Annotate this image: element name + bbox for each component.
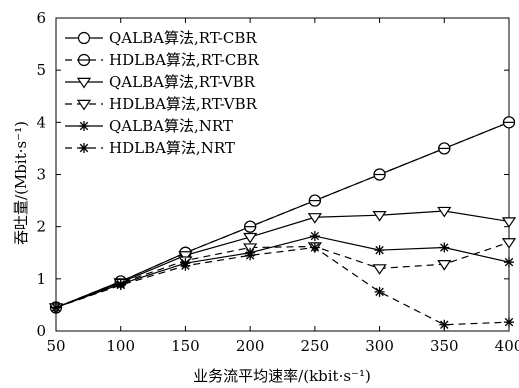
y-tick-label: 4 <box>36 113 46 131</box>
x-tick-label: 50 <box>46 337 65 355</box>
legend: QALBA算法,RT-CBR HDLBA算法,RT-CBR QALBA算法,RT-V… <box>65 29 259 157</box>
data-point <box>372 210 387 222</box>
data-point <box>245 250 256 261</box>
legend-label: QALBA算法,RT-VBR <box>109 73 256 91</box>
star-marker-stroke <box>375 287 384 297</box>
data-point <box>244 220 257 233</box>
data-point <box>309 242 320 253</box>
triangle-marker <box>437 260 452 271</box>
data-point <box>76 99 92 111</box>
data-point <box>77 53 91 67</box>
legend-entry: HDLBA算法,RT-VBR <box>65 95 258 113</box>
star-marker-stroke <box>504 317 514 327</box>
data-point <box>77 31 91 45</box>
y-axis-title: 吞吐量/(Mbit·s⁻¹) <box>12 121 30 245</box>
legend-entry: QALBA算法,NRT <box>65 117 233 135</box>
data-point <box>308 194 321 207</box>
triangle-marker <box>501 217 517 228</box>
triangle-marker <box>243 232 258 244</box>
data-point <box>501 238 517 249</box>
x-tick-label: 100 <box>106 337 135 355</box>
x-tick-label: 150 <box>171 337 200 355</box>
y-tick-label: 2 <box>36 218 46 236</box>
series <box>51 231 514 313</box>
x-tick-label: 200 <box>236 337 265 355</box>
star-marker-stroke <box>79 121 89 131</box>
legend-label: HDLBA算法,RT-VBR <box>109 95 258 113</box>
data-point <box>180 260 191 271</box>
data-point <box>79 143 89 153</box>
y-tick-label: 0 <box>36 322 46 340</box>
series-line <box>55 235 510 309</box>
legend-entry: HDLBA算法,NRT <box>65 139 235 157</box>
x-tick-label: 300 <box>365 337 394 355</box>
data-point <box>437 260 452 271</box>
triangle-marker <box>437 206 452 218</box>
triangle-marker <box>178 251 193 262</box>
series-line <box>55 241 510 309</box>
series-line <box>55 210 510 309</box>
data-point <box>502 116 516 129</box>
data-point <box>504 257 514 268</box>
x-axis-title: 业务流平均速率/(kbit·s⁻¹) <box>193 367 371 385</box>
star-marker-stroke <box>116 280 125 290</box>
star-marker-stroke <box>504 257 514 267</box>
legend-entry: QALBA算法,RT-VBR <box>65 73 256 91</box>
legend-entry: QALBA算法,RT-CBR <box>65 29 257 47</box>
legend-label: QALBA算法,NRT <box>109 117 233 135</box>
triangle-marker <box>372 264 387 275</box>
x-tick-label: 250 <box>301 337 330 355</box>
x-tick-label: 400 <box>495 337 519 355</box>
data-point <box>439 319 450 330</box>
triangle-marker <box>307 213 322 224</box>
series-line <box>55 246 510 326</box>
legend-label: HDLBA算法,RT-CBR <box>109 51 259 69</box>
y-tick-label: 3 <box>36 166 46 184</box>
y-tick-label: 6 <box>36 9 46 27</box>
legend-label: QALBA算法,RT-CBR <box>109 29 257 47</box>
star-marker-stroke <box>375 245 384 255</box>
axes-layer: 50 100 150 200 250 300 350 400 0 1 2 3 4 5 6 <box>36 9 519 355</box>
star-marker-stroke <box>440 243 449 252</box>
star-marker-stroke <box>440 320 449 329</box>
data-point <box>374 286 385 297</box>
data-point <box>504 317 514 328</box>
data-point <box>372 264 387 275</box>
data-point <box>439 242 450 253</box>
data-point <box>76 77 92 89</box>
series-line <box>55 121 510 309</box>
data-point <box>51 302 61 313</box>
data-point <box>373 168 386 181</box>
data-point <box>374 245 385 256</box>
data-point <box>438 142 451 155</box>
series-layer <box>48 116 517 330</box>
star-marker-stroke <box>181 261 190 271</box>
data-point <box>243 232 258 244</box>
star-marker-stroke <box>245 251 255 260</box>
data-point <box>178 251 193 262</box>
triangle-marker <box>76 77 92 89</box>
legend-entry: HDLBA算法,RT-CBR <box>65 51 259 69</box>
star-marker-stroke <box>51 303 61 312</box>
data-point <box>501 217 517 228</box>
triangle-marker <box>372 210 387 222</box>
data-point <box>115 280 126 291</box>
star-marker-stroke <box>79 143 89 153</box>
legend-label: HDLBA算法,NRT <box>109 139 235 157</box>
star-marker-stroke <box>310 243 320 252</box>
data-point <box>307 213 322 224</box>
data-point <box>437 206 452 218</box>
x-tick-label: 350 <box>430 337 459 355</box>
circle-marker <box>77 31 91 45</box>
series <box>51 242 514 330</box>
data-point <box>309 231 320 242</box>
triangle-marker <box>76 99 92 111</box>
data-point <box>79 121 89 131</box>
y-tick-label: 5 <box>36 61 46 79</box>
triangle-marker <box>501 238 517 249</box>
y-tick-label: 1 <box>36 270 46 288</box>
star-marker-stroke <box>310 231 320 241</box>
